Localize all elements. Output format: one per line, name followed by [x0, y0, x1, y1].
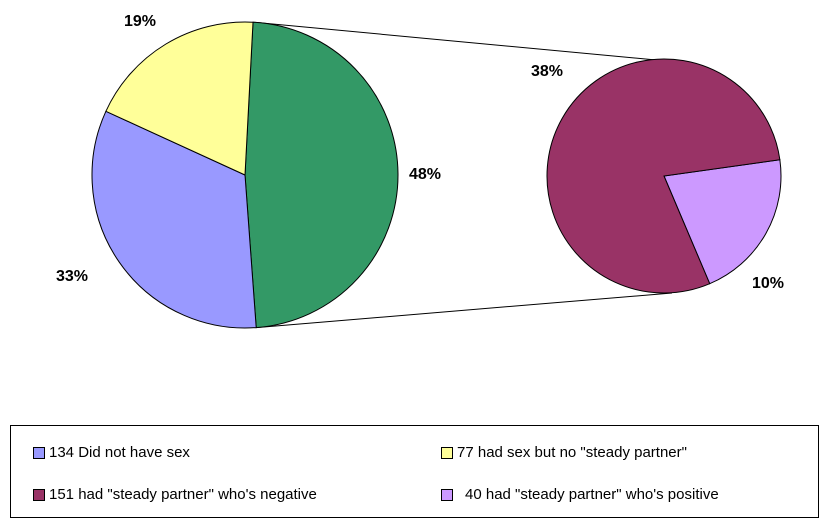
main-pie: [91, 21, 399, 329]
legend-item-partner-positive: 40 had "steady partner" who's positive: [441, 486, 719, 503]
legend-label: 151 had "steady partner" who's negative: [49, 486, 317, 503]
main-pie-slice-steady-partner-total: [244, 21, 399, 329]
legend-label: 77 had sex but no "steady partner": [457, 444, 687, 461]
label-partner-positive: 10%: [752, 275, 784, 292]
legend-item-partner-negative: 151 had "steady partner" who's negative: [33, 486, 317, 503]
legend-swatch: [441, 446, 453, 459]
legend-item-no-steady-partner: 77 had sex but no "steady partner": [441, 444, 687, 461]
secondary-pie-slice-partner-negative: [546, 58, 781, 294]
legend-swatch: [33, 488, 45, 501]
connector-top: [252, 21, 657, 61]
label-partner-negative: 38%: [531, 63, 563, 80]
secondary-pie: [546, 58, 782, 294]
connector-lines: [252, 21, 673, 329]
label-no-steady-partner: 19%: [124, 13, 156, 30]
legend-label: 134 Did not have sex: [49, 444, 190, 461]
connector-bottom: [256, 292, 673, 329]
legend-swatch: [441, 488, 453, 501]
percent-labels: 48% 33% 19% 10% 38%: [56, 13, 784, 292]
chart-canvas: 48% 33% 19% 10% 38%: [56, 13, 784, 329]
main-pie-slice-no-steady-partner: [105, 21, 254, 176]
label-no-sex: 33%: [56, 268, 88, 285]
legend-swatch: [33, 446, 45, 459]
label-steady-partner-total: 48%: [409, 166, 441, 183]
secondary-pie-slice-partner-positive: [663, 159, 782, 285]
legend: 134 Did not have sex 77 had sex but no "…: [10, 425, 819, 518]
legend-item-no-sex: 134 Did not have sex: [33, 444, 190, 461]
main-pie-slice-no-sex: [91, 110, 257, 329]
legend-label: 40 had "steady partner" who's positive: [465, 486, 719, 503]
